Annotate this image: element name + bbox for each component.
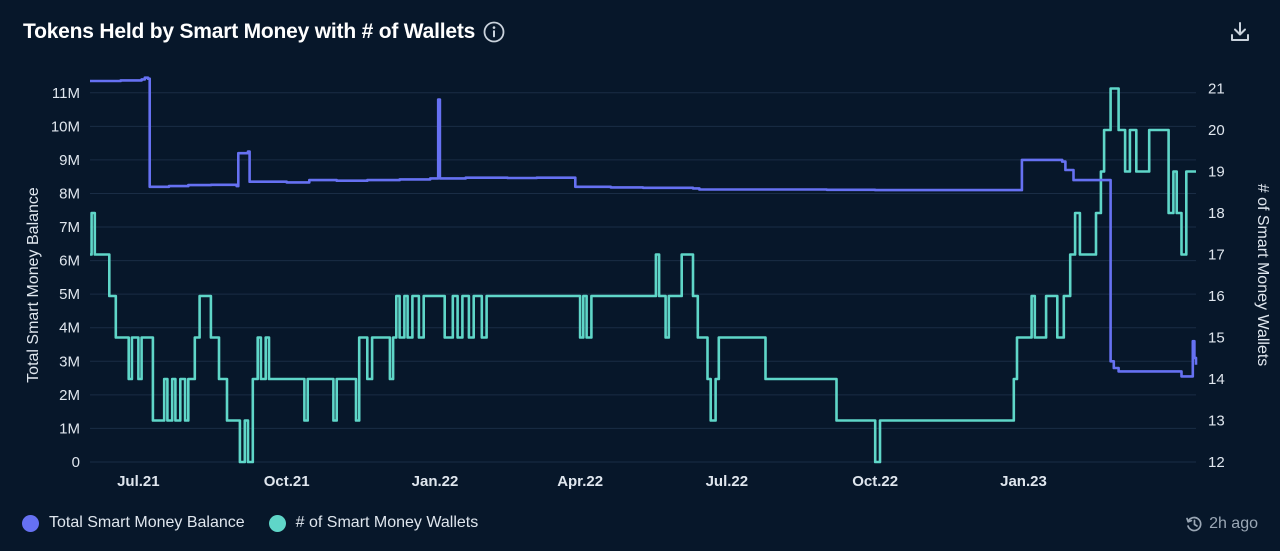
y-right-tick-label: 15 xyxy=(1208,329,1225,346)
x-tick-label: Jan.22 xyxy=(412,473,459,490)
y-right-tick-label: 12 xyxy=(1208,454,1225,471)
y-left-tick-label: 9M xyxy=(59,152,80,169)
series-line-wallets xyxy=(90,87,1196,464)
y-left-tick-label: 1M xyxy=(59,420,80,437)
download-icon[interactable] xyxy=(1228,20,1252,44)
x-tick-label: Jul.21 xyxy=(117,473,160,490)
x-tick-label: Oct.22 xyxy=(852,473,898,490)
chart-legend: Total Smart Money Balance # of Smart Mon… xyxy=(22,514,478,532)
x-tick-label: Jul.22 xyxy=(706,473,749,490)
legend-label-wallets: # of Smart Money Wallets xyxy=(295,514,479,531)
legend-item-wallets[interactable]: # of Smart Money Wallets xyxy=(268,514,479,532)
last-updated: 2h ago xyxy=(1185,515,1258,533)
updated-text: 2h ago xyxy=(1209,515,1258,532)
x-tick-label: Jan.23 xyxy=(1000,473,1047,490)
y-left-tick-label: 8M xyxy=(59,185,80,202)
y-right-tick-label: 21 xyxy=(1208,80,1225,97)
legend-label-balance: Total Smart Money Balance xyxy=(49,514,245,531)
info-icon[interactable] xyxy=(483,21,505,43)
y-left-tick-label: 10M xyxy=(51,118,80,135)
y-left-tick-label: 5M xyxy=(59,286,80,303)
series-line-balance xyxy=(90,76,1198,378)
y-left-tick-label: 11M xyxy=(52,85,80,102)
y-left-tick-label: 0 xyxy=(72,454,80,471)
y-left-tick-label: 4M xyxy=(59,320,80,337)
x-tick-label: Oct.21 xyxy=(264,473,310,490)
y-right-tick-label: 20 xyxy=(1208,122,1225,139)
y-left-tick-label: 6M xyxy=(59,253,80,270)
y-right-tick-label: 13 xyxy=(1208,412,1225,429)
y-left-tick-label: 7M xyxy=(59,219,80,236)
legend-swatch-wallets xyxy=(268,514,286,532)
clock-refresh-icon xyxy=(1185,515,1203,533)
y-right-tick-label: 14 xyxy=(1208,371,1225,388)
legend-swatch-balance xyxy=(22,514,39,532)
legend-item-balance[interactable]: Total Smart Money Balance xyxy=(22,514,245,532)
x-tick-label: Apr.22 xyxy=(557,473,603,490)
y-left-tick-label: 2M xyxy=(59,387,80,404)
y-left-tick-label: 3M xyxy=(59,353,80,370)
y-left-axis-title: Total Smart Money Balance xyxy=(25,187,42,383)
y-right-tick-label: 19 xyxy=(1208,163,1225,180)
y-right-tick-label: 16 xyxy=(1208,288,1225,305)
chart-header: Tokens Held by Smart Money with # of Wal… xyxy=(23,16,505,48)
y-right-tick-label: 18 xyxy=(1208,205,1225,222)
chart-title: Tokens Held by Smart Money with # of Wal… xyxy=(23,20,476,43)
y-right-tick-label: 17 xyxy=(1208,246,1225,263)
y-right-axis-title: # of Smart Money Wallets xyxy=(1254,184,1271,367)
